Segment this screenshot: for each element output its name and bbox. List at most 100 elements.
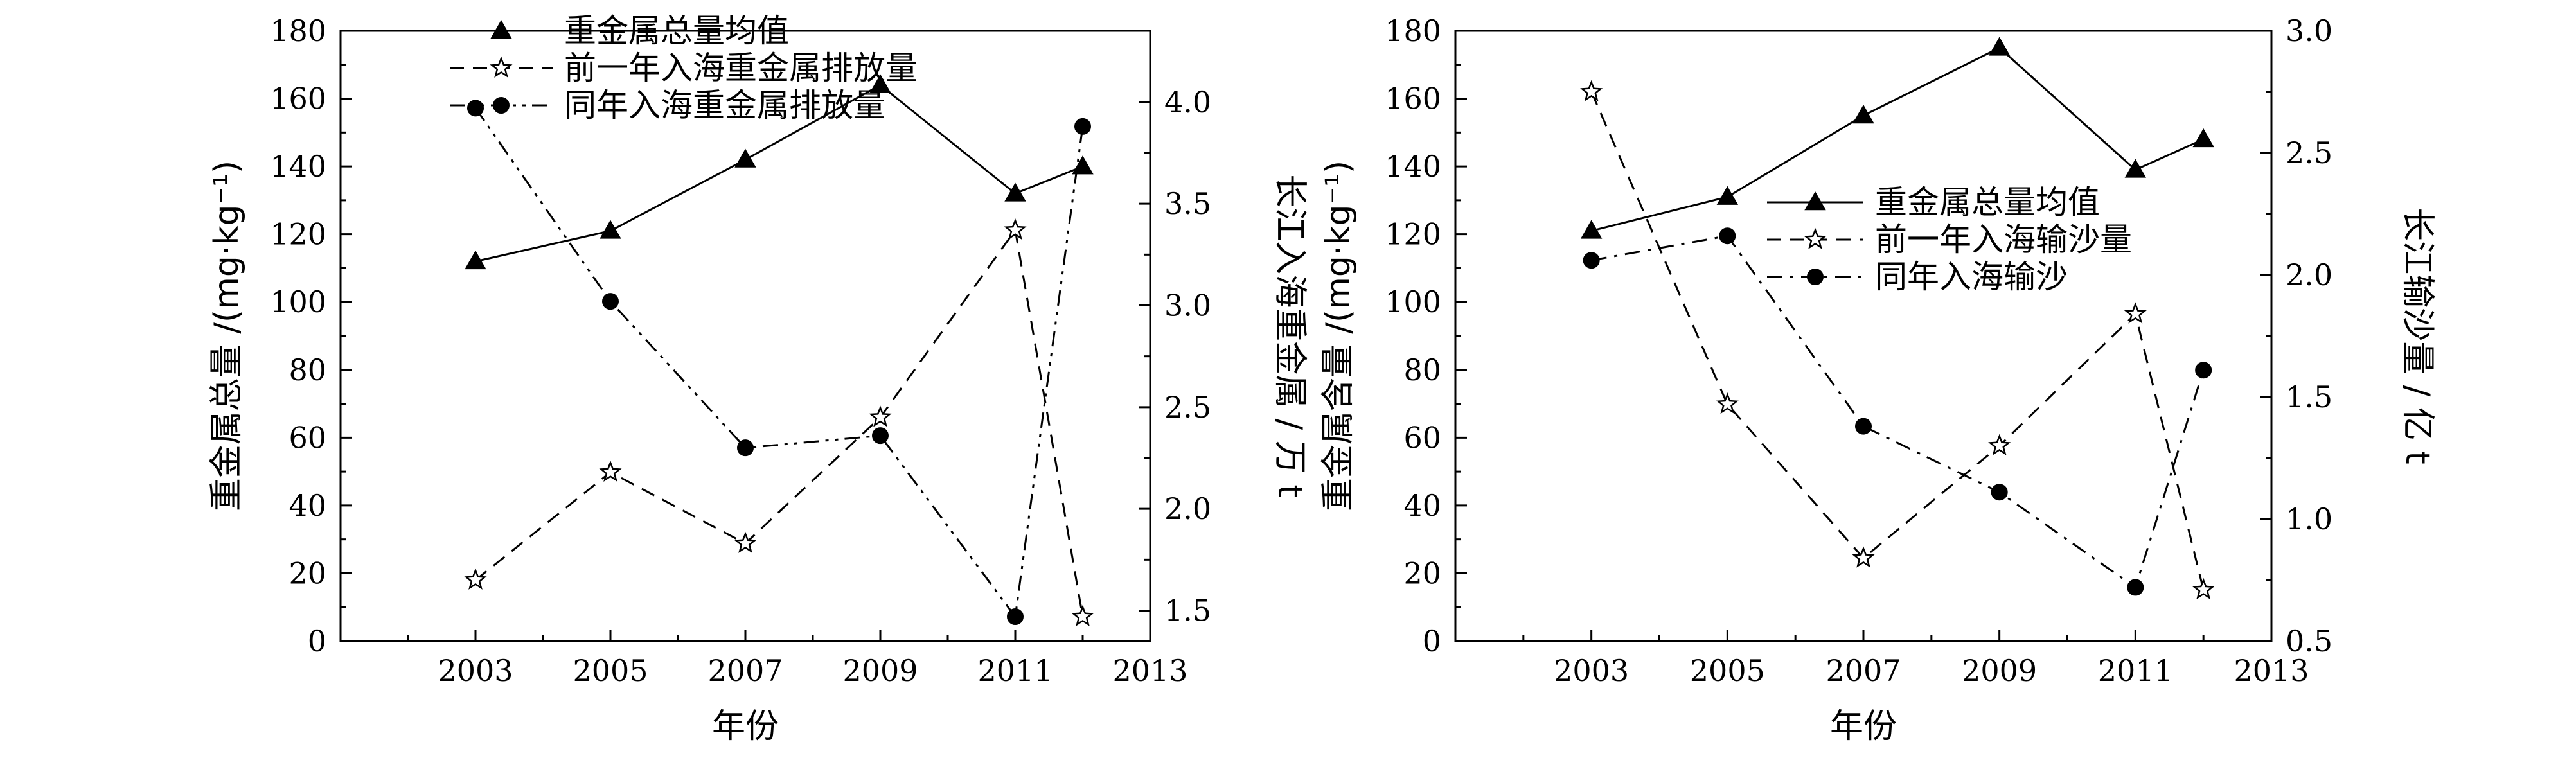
data-point-marker (869, 405, 892, 427)
chart-left-heavy-metal-emission: 2003 2005 2007 2009 2011 2013 0 20 40 60 80 100 120 1… (208, 12, 1309, 746)
legend-marker-1 (490, 56, 513, 78)
y2-tick-label: 3.5 (1164, 186, 1211, 221)
data-point-marker (1988, 434, 2011, 455)
y2-tick-label: 2.0 (2286, 258, 2332, 292)
data-point-marker (2192, 128, 2214, 148)
x-tick-label: 2011 (2098, 653, 2173, 688)
y-tick-label: 140 (270, 149, 326, 184)
y-tick-label: 40 (1403, 488, 1441, 523)
x-tick-label: 2003 (1554, 653, 1629, 688)
y-tick-label: 20 (289, 556, 326, 590)
y2-tick-label: 1.0 (2286, 502, 2332, 536)
data-point-marker (1583, 252, 1600, 269)
y-tick-label: 180 (1385, 13, 1441, 48)
data-point-marker (2127, 579, 2144, 596)
data-point-marker (1004, 218, 1027, 240)
y-tick-label: 80 (1403, 353, 1441, 387)
x-tick-label: 2009 (1962, 653, 2037, 688)
y-tick-label: 40 (289, 488, 326, 523)
y2-axis-title: 长江入海重金属 / 万 t (1270, 174, 1309, 498)
y-tick-label: 100 (1385, 285, 1441, 319)
data-point-marker (2195, 362, 2212, 379)
x-tick-label: 2013 (2234, 653, 2309, 688)
y-tick-label: 0 (308, 624, 326, 658)
x-axis-title: 年份 (1830, 707, 1897, 746)
data-point-marker (1580, 220, 1603, 239)
y-tick-label: 160 (270, 82, 326, 116)
data-point-marker (465, 250, 486, 270)
legend-label-1: 前一年入海输沙量 (1875, 221, 2132, 258)
y-axis-title: 重金属总量 /(mg·kg⁻¹) (208, 161, 246, 511)
y2-tick-label: 0.5 (2286, 624, 2332, 658)
data-point-marker (600, 220, 621, 239)
data-point-marker (464, 568, 487, 590)
y2-tick-label: 4.0 (1164, 85, 1211, 119)
data-point-marker (734, 531, 757, 553)
y2-tick-label: 3.0 (1164, 288, 1211, 323)
data-point-marker (1719, 227, 1736, 245)
data-point-marker (602, 293, 619, 310)
data-point-marker (1988, 37, 2011, 56)
y-tick-label: 160 (1385, 82, 1441, 116)
chart-right-sediment-discharge: 2003 2005 2007 2009 2011 2013 0 20 40 60 80 100 120 1… (1319, 13, 2437, 746)
y2-tick-label: 1.5 (2286, 380, 2332, 414)
y2-tick-label: 2.0 (1164, 491, 1211, 526)
data-point-marker (1580, 80, 1603, 101)
series-line-2 (1591, 234, 2205, 589)
series-line-1 (1590, 91, 2205, 590)
data-point-marker (1004, 182, 1026, 202)
legend-label-1: 前一年入海重金属排放量 (564, 49, 918, 87)
y-tick-label: 60 (289, 420, 326, 455)
legend-marker-0 (490, 19, 512, 39)
data-point-marker (1852, 104, 1874, 124)
y-tick-label: 140 (1385, 149, 1441, 184)
data-point-marker (872, 427, 889, 445)
x-tick-label: 2003 (438, 653, 513, 688)
y2-tick-label: 1.5 (1164, 594, 1211, 628)
data-point-marker (2124, 302, 2147, 324)
series-line-1 (475, 227, 1084, 617)
x-tick-label: 2005 (573, 653, 648, 688)
data-point-marker (2124, 159, 2147, 178)
y-tick-label: 20 (1403, 556, 1441, 590)
data-point-marker (1716, 186, 1739, 205)
legend-label-0: 重金属总量均值 (1875, 184, 2100, 221)
y2-tick-label: 2.5 (2286, 136, 2332, 170)
series-line-2 (474, 107, 1084, 619)
data-point-marker (1072, 155, 1094, 175)
x-tick-label: 2011 (977, 653, 1053, 688)
x-tick-label: 2009 (842, 653, 918, 688)
legend-marker-1 (1804, 227, 1827, 249)
data-point-marker (1716, 392, 1739, 414)
data-point-marker (467, 100, 484, 117)
data-point-marker (1852, 546, 1875, 568)
data-point-marker (734, 148, 756, 168)
legend-marker-0 (1804, 191, 1826, 211)
data-point-marker (1991, 484, 2008, 501)
legend-label-0: 重金属总量均值 (564, 12, 789, 49)
y-tick-label: 60 (1403, 420, 1441, 455)
data-point-marker (869, 74, 891, 93)
x-tick-label: 2005 (1690, 653, 1765, 688)
legend-label-2: 同年入海重金属排放量 (564, 87, 885, 124)
data-point-marker (1855, 418, 1872, 435)
series-line-0 (1591, 46, 2204, 232)
y2-axis-title: 长江输沙量 / 亿 t (2398, 207, 2437, 464)
legend-label-2: 同年入海输沙 (1875, 258, 2068, 295)
x-tick-label: 2007 (707, 653, 783, 688)
y-tick-label: 120 (1385, 217, 1441, 252)
x-axis-title: 年份 (712, 707, 779, 746)
y-tick-label: 120 (270, 217, 326, 252)
series-line-0 (475, 84, 1083, 263)
y-tick-label: 180 (270, 13, 326, 48)
data-point-marker (737, 439, 754, 457)
x-tick-label: 2007 (1825, 653, 1901, 688)
y2-tick-label: 3.0 (2286, 13, 2332, 48)
y2-tick-label: 2.5 (1164, 390, 1211, 425)
data-point-marker (1071, 604, 1094, 626)
legend-marker-2 (493, 97, 510, 114)
data-point-marker (1007, 608, 1024, 625)
y-tick-label: 80 (289, 353, 326, 387)
data-point-marker (2192, 577, 2215, 600)
